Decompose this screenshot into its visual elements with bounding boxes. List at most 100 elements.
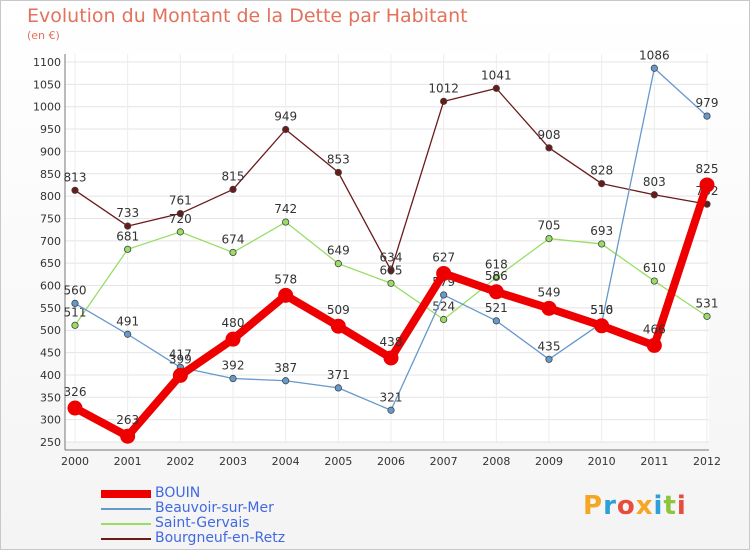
data-label-bouin: 510: [590, 303, 613, 317]
proxiti-logo: Proxiti: [583, 491, 687, 521]
data-point-bouin: [488, 284, 504, 300]
data-label-beauvoir-sur-mer: 417: [169, 347, 192, 361]
x-tick-label: 2009: [535, 455, 563, 468]
data-label-bourgneuf-en-retz: 908: [538, 128, 561, 142]
x-tick-label: 2008: [482, 455, 510, 468]
y-tick-label: 1000: [33, 101, 61, 114]
data-point-beauvoir-sur-mer: [282, 377, 290, 385]
legend-item: Beauvoir-sur-Mer: [101, 501, 285, 516]
data-label-saint-gervais: 674: [222, 232, 245, 246]
x-tick-label: 2004: [272, 455, 300, 468]
legend-swatch: [101, 489, 151, 498]
data-label-beauvoir-sur-mer: 560: [64, 283, 87, 297]
x-tick-label: 2001: [114, 455, 142, 468]
data-point-bourgneuf-en-retz: [229, 185, 237, 194]
data-point-saint-gervais: [440, 315, 448, 324]
legend-swatch: [101, 537, 151, 540]
x-tick-label: 2003: [219, 455, 247, 468]
data-point-bourgneuf-en-retz: [492, 84, 500, 92]
chart-title: Evolution du Montant de la Dette par Hab…: [27, 5, 468, 27]
x-tick-label: 2006: [377, 455, 405, 468]
data-label-bourgneuf-en-retz: 949: [274, 110, 297, 124]
data-point-saint-gervais: [545, 234, 553, 243]
y-tick-label: 550: [40, 302, 61, 315]
data-label-bouin: 586: [485, 269, 508, 283]
chart-unit: (en €): [27, 29, 60, 42]
data-label-saint-gervais: 605: [380, 263, 403, 277]
data-point-beauvoir-sur-mer: [334, 384, 342, 392]
data-point-saint-gervais: [703, 312, 711, 320]
data-label-bourgneuf-en-retz: 761: [169, 194, 192, 208]
data-point-saint-gervais: [176, 228, 184, 236]
legend-swatch: [101, 522, 151, 525]
plot-area: [65, 54, 709, 442]
data-point-bourgneuf-en-retz: [387, 266, 395, 274]
data-label-bourgneuf-en-retz: 803: [643, 175, 666, 189]
data-label-bouin: 627: [432, 250, 455, 264]
data-label-bouin: 825: [696, 162, 719, 176]
y-tick-label: 750: [40, 212, 61, 225]
data-point-saint-gervais: [492, 273, 500, 282]
data-label-bourgneuf-en-retz: 1041: [481, 68, 512, 82]
data-label-beauvoir-sur-mer: 435: [538, 339, 561, 353]
data-point-bouin: [172, 367, 188, 383]
data-point-bouin: [383, 350, 399, 366]
y-tick-label: 950: [40, 123, 61, 136]
y-tick-label: 1100: [33, 56, 61, 69]
data-label-beauvoir-sur-mer: 491: [116, 314, 139, 328]
data-point-beauvoir-sur-mer: [492, 317, 500, 325]
y-tick-label: 300: [40, 414, 61, 427]
legend-label: Beauvoir-sur-Mer: [155, 500, 274, 516]
data-label-bouin: 578: [274, 272, 297, 286]
data-point-bourgneuf-en-retz: [71, 186, 79, 194]
data-label-saint-gervais: 618: [485, 257, 508, 271]
data-label-beauvoir-sur-mer: 387: [274, 361, 297, 375]
legend-item: Saint-Gervais: [101, 516, 285, 531]
data-label-bourgneuf-en-retz: 813: [64, 170, 87, 184]
data-point-bouin: [330, 318, 346, 334]
data-label-bouin: 326: [64, 385, 87, 399]
data-point-bouin: [436, 265, 452, 281]
chart-legend: BOUIN Beauvoir-sur-Mer Saint-Gervais Bourgn…: [101, 486, 285, 546]
data-label-saint-gervais: 681: [116, 229, 139, 243]
data-point-beauvoir-sur-mer: [124, 330, 132, 338]
data-label-bourgneuf-en-retz: 733: [116, 206, 139, 220]
data-point-beauvoir-sur-mer: [703, 112, 711, 120]
data-label-bouin: 480: [222, 316, 245, 330]
data-point-bouin: [67, 400, 83, 416]
data-point-bourgneuf-en-retz: [334, 168, 342, 177]
data-label-saint-gervais: 693: [590, 224, 613, 238]
x-tick-label: 2012: [693, 455, 721, 468]
legend-label: Bourgneuf-en-Retz: [155, 530, 286, 546]
data-point-saint-gervais: [598, 240, 606, 248]
legend-item: Bourgneuf-en-Retz: [101, 531, 285, 546]
y-tick-label: 600: [40, 280, 61, 293]
data-label-saint-gervais: 610: [643, 261, 666, 275]
data-point-beauvoir-sur-mer: [387, 406, 395, 414]
data-point-bouin: [278, 287, 294, 303]
data-point-bouin: [120, 428, 136, 444]
data-label-saint-gervais: 511: [64, 305, 87, 319]
data-label-bourgneuf-en-retz: 634: [380, 250, 403, 264]
y-tick-label: 350: [40, 391, 61, 404]
data-label-bourgneuf-en-retz: 853: [327, 152, 350, 166]
data-label-saint-gervais: 705: [538, 219, 561, 233]
y-tick-label: 500: [40, 324, 61, 337]
data-label-bouin: 466: [643, 322, 666, 336]
y-tick-label: 900: [40, 145, 61, 158]
data-point-beauvoir-sur-mer: [545, 355, 553, 363]
y-tick-label: 800: [40, 190, 61, 203]
data-point-saint-gervais: [282, 218, 290, 226]
data-label-saint-gervais: 649: [327, 244, 350, 258]
data-label-saint-gervais: 531: [696, 296, 719, 310]
data-point-bourgneuf-en-retz: [282, 125, 290, 134]
data-point-saint-gervais: [124, 245, 132, 253]
data-point-bouin: [225, 331, 241, 347]
data-point-beauvoir-sur-mer: [229, 374, 237, 383]
x-tick-label: 2002: [166, 455, 194, 468]
data-point-beauvoir-sur-mer: [440, 291, 448, 299]
data-point-bourgneuf-en-retz: [124, 222, 132, 230]
y-tick-label: 700: [40, 235, 61, 248]
data-point-saint-gervais: [334, 260, 342, 268]
